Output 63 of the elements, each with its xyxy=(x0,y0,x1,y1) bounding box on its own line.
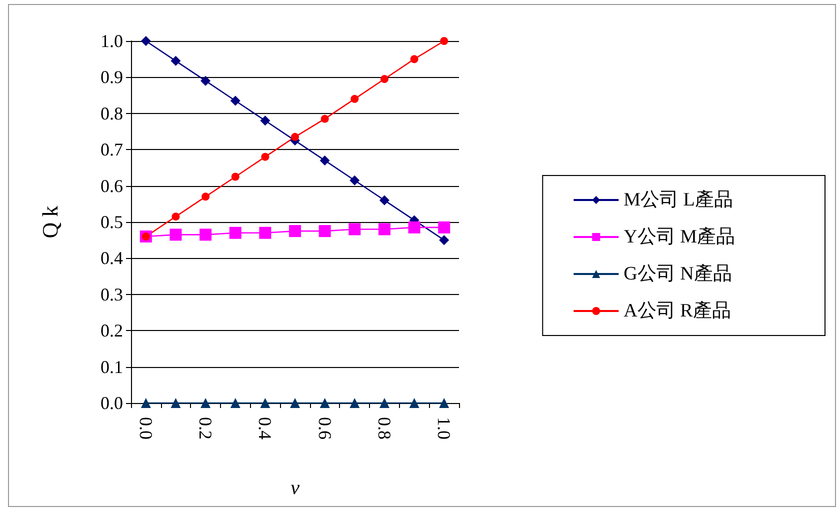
point xyxy=(408,221,420,234)
y-tick-label: 0.0 xyxy=(100,393,123,413)
point xyxy=(350,94,359,103)
x-tick-label: 0.0 xyxy=(136,417,156,440)
point xyxy=(231,172,240,181)
point xyxy=(172,212,180,221)
point xyxy=(380,75,388,84)
y-tick-label: 0.6 xyxy=(100,176,123,196)
y-axis-title: Q k xyxy=(38,206,62,238)
point xyxy=(379,398,390,408)
legend-label: M公司 L產品 xyxy=(624,190,733,210)
point xyxy=(350,175,360,186)
point xyxy=(379,195,390,206)
point xyxy=(320,114,329,123)
point xyxy=(200,398,211,408)
point xyxy=(350,398,360,408)
point xyxy=(200,76,211,86)
point xyxy=(320,398,330,408)
point xyxy=(320,155,330,166)
point xyxy=(439,235,450,246)
legend-label: G公司 N產品 xyxy=(624,264,732,284)
point xyxy=(290,398,300,408)
y-tick-label: 0.4 xyxy=(100,248,123,268)
y-tick-label: 0.7 xyxy=(100,140,123,160)
point xyxy=(170,398,181,408)
y-tick-label: 1.0 xyxy=(100,31,123,51)
x-tick-label: 0.2 xyxy=(196,417,216,440)
y-tick-label: 0.8 xyxy=(100,103,123,124)
x-tick-label: 1.0 xyxy=(434,417,454,440)
point xyxy=(170,228,182,241)
x-tick-label: 0.6 xyxy=(314,417,335,440)
point xyxy=(229,226,242,239)
point xyxy=(439,398,450,408)
point xyxy=(289,225,301,238)
point xyxy=(200,228,212,241)
point xyxy=(378,223,390,236)
point xyxy=(140,36,151,46)
legend-label: Y公司 M產品 xyxy=(624,226,736,248)
y-tick-label: 0.9 xyxy=(100,67,123,88)
point xyxy=(230,96,240,106)
point xyxy=(409,398,420,408)
point xyxy=(348,223,361,236)
point xyxy=(170,56,181,66)
point xyxy=(260,398,270,408)
point xyxy=(230,398,240,408)
point xyxy=(202,192,210,201)
point xyxy=(260,116,270,126)
point xyxy=(410,55,418,64)
point xyxy=(261,152,270,161)
point xyxy=(259,226,272,239)
legend-label: A公司 R產品 xyxy=(624,300,731,322)
point xyxy=(291,132,299,141)
y-tick-label: 0.3 xyxy=(100,284,123,304)
point xyxy=(440,37,448,45)
y-tick-label: 0.1 xyxy=(100,356,123,377)
x-tick-label: 0.4 xyxy=(255,417,276,440)
point xyxy=(438,221,450,234)
y-tick-label: 0.5 xyxy=(100,212,123,232)
y-tick-label: 0.2 xyxy=(100,320,123,341)
point xyxy=(318,225,331,238)
x-axis-title: v xyxy=(290,477,300,499)
x-tick-label: 0.8 xyxy=(374,417,394,440)
point xyxy=(140,398,151,408)
